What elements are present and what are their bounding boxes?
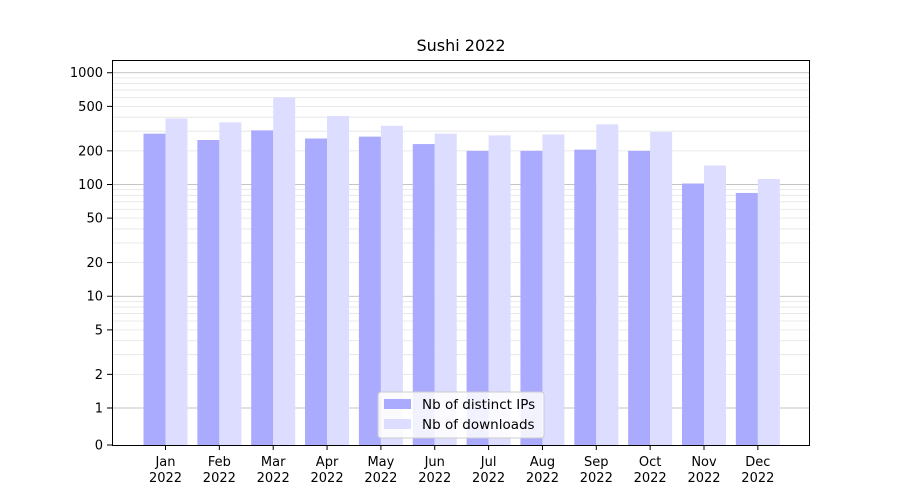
- legend-label: Nb of distinct IPs: [422, 397, 535, 413]
- y-tick-label: 2: [95, 368, 103, 383]
- legend-label: Nb of downloads: [422, 417, 535, 433]
- legend-swatch: [384, 419, 411, 429]
- y-tick-label: 0: [95, 439, 103, 454]
- bar-downloads: [488, 135, 511, 445]
- bar-downloads: [327, 116, 350, 445]
- bar-distinct-ips: [574, 149, 597, 445]
- x-tick-label: Jul 2022: [472, 455, 505, 486]
- bar-distinct-ips: [682, 183, 704, 445]
- bar-distinct-ips: [358, 136, 381, 445]
- x-axis: Jan 2022 Feb 2022 Mar 2022 Apr 2022 May 2022 Jun 20…: [149, 445, 774, 486]
- chart-title: Sushi 2022: [416, 36, 505, 55]
- bar-distinct-ips: [735, 192, 758, 445]
- y-tick-label: 1: [95, 402, 103, 417]
- x-tick-label: Aug 2022: [526, 455, 559, 486]
- legend-box: [377, 391, 545, 439]
- y-tick-label: 1000: [70, 66, 103, 81]
- bar-downloads: [165, 118, 188, 446]
- bar-distinct-ips: [305, 138, 328, 445]
- y-tick-label: 5: [95, 323, 103, 338]
- bar-distinct-ips: [520, 150, 543, 445]
- bars: [143, 97, 780, 446]
- bar-distinct-ips: [251, 130, 274, 445]
- bar-downloads: [219, 122, 242, 445]
- legend: Nb of distinct IPs Nb of downloads: [377, 391, 545, 439]
- x-tick-label: Jan 2022: [149, 455, 182, 486]
- plot-area-frame: [112, 60, 810, 446]
- y-tick-label: 500: [78, 100, 103, 115]
- x-tick-label: Sep 2022: [580, 455, 613, 486]
- x-tick-label: Oct 2022: [634, 455, 667, 486]
- bar-distinct-ips: [466, 150, 489, 445]
- x-tick-label: Apr 2022: [311, 455, 344, 486]
- x-tick-label: Dec 2022: [741, 455, 774, 486]
- y-tick-label: 50: [86, 212, 103, 227]
- bar-distinct-ips: [197, 140, 220, 445]
- y-axis: 0 1 2 5 10 20 50 100 200 500 1000: [70, 66, 112, 454]
- bar-downloads: [704, 165, 726, 445]
- y-tick-label: 20: [86, 256, 103, 271]
- bar-distinct-ips: [412, 144, 435, 445]
- y-tick-label: 100: [78, 178, 103, 193]
- bar-distinct-ips: [628, 150, 651, 445]
- x-tick-label: Feb 2022: [203, 455, 236, 486]
- x-tick-label: Jun 2022: [418, 455, 451, 486]
- bar-downloads: [380, 125, 403, 445]
- bar-downloads: [434, 133, 457, 445]
- bar-distinct-ips: [143, 133, 166, 445]
- legend-swatch: [384, 399, 411, 409]
- y-tick-label: 200: [78, 144, 103, 159]
- bar-downloads: [542, 134, 565, 446]
- bar-downloads: [273, 97, 296, 445]
- bar-downloads: [650, 131, 673, 445]
- bar-downloads: [757, 178, 780, 445]
- x-tick-label: May 2022: [364, 455, 397, 486]
- y-tick-label: 10: [86, 290, 103, 305]
- x-tick-label: Nov 2022: [687, 455, 720, 486]
- x-tick-label: Mar 2022: [257, 455, 290, 486]
- bar-downloads: [596, 124, 619, 445]
